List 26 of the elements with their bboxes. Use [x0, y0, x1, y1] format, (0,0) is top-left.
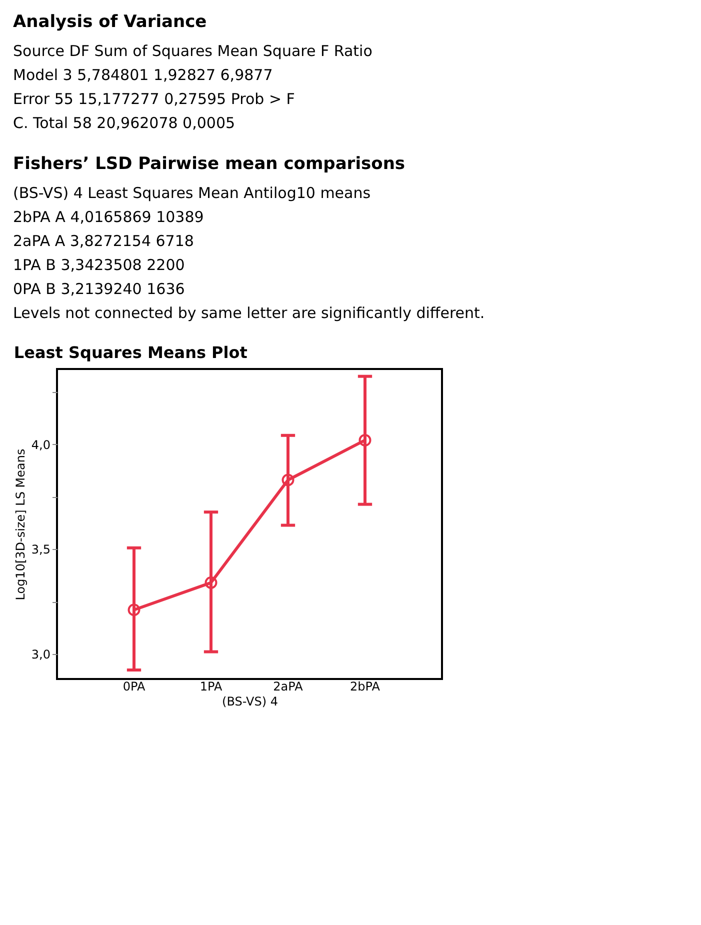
text: 1PA B 3,3423508 2200	[13, 256, 185, 274]
text: 0PA B 3,2139240 1636	[13, 280, 185, 298]
y-tick-label: 4,0	[31, 438, 50, 452]
text: Analysis of Variance	[13, 12, 207, 32]
source-note: Source DF Sum of Squares Mean Square F Ratio	[13, 42, 372, 60]
x-tick-label: 1PA	[200, 680, 223, 694]
text: (BS-VS) 4 Least Squares Mean Antilog10 means	[13, 184, 371, 202]
point	[128, 604, 140, 616]
text: Error 55 15,177277 0,27595 Prob > F	[13, 90, 295, 108]
text: Fishers’ LSD Pairwise mean comparisons	[13, 154, 406, 174]
text: Model 3 5,784801 1,92827 6,9877	[13, 66, 273, 84]
y-tick-label: 3,0	[31, 647, 50, 662]
point	[358, 434, 372, 446]
text: C. Total 58 20,962078 0,0005	[13, 114, 236, 132]
y-axis-title: Log10[3D-size] LS Means	[13, 448, 28, 600]
x-axis-title: (BS-VS) 4	[222, 694, 278, 708]
y-tick-label: 3,5	[31, 542, 50, 557]
text: Levels not connected by same letter are significantly different.	[13, 304, 485, 322]
text: 2aPA A 3,8272154 6718	[13, 232, 194, 250]
text: 2bPA A 4,0165869 10389	[13, 208, 204, 226]
chart-title: Least Squares Means Plot	[14, 343, 248, 362]
x-tick-label: 2aPA	[273, 680, 304, 694]
point	[282, 474, 294, 486]
point	[204, 576, 218, 589]
x-tick-label: 2bPA	[350, 680, 381, 694]
x-tick-label: 0PA	[122, 680, 146, 694]
